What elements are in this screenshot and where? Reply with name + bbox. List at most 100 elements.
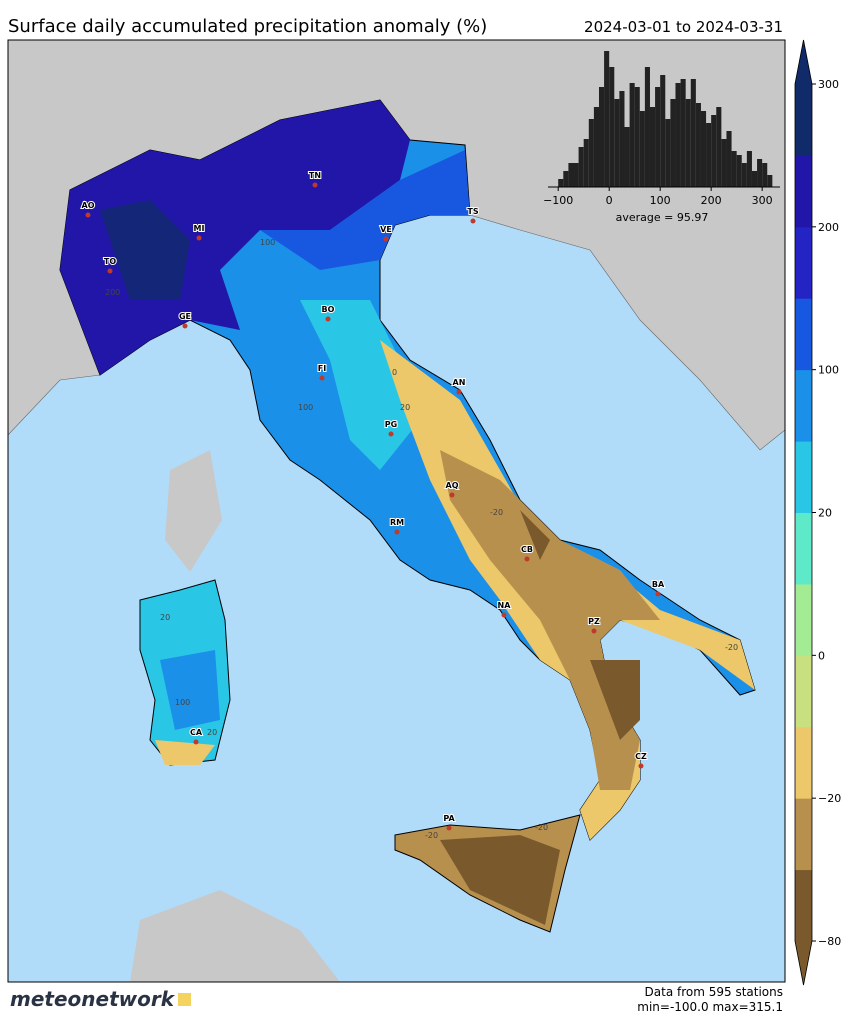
city-label: GE	[179, 312, 191, 321]
sicily-dry	[440, 835, 560, 925]
hist-bar	[670, 99, 676, 187]
hist-bar	[588, 119, 594, 187]
city-label: CB	[521, 545, 533, 554]
hist-bar	[757, 159, 763, 187]
hist-bar	[700, 111, 707, 187]
colorbar: −80 −20 0 20 100 200 300	[794, 39, 841, 986]
hist-bar	[649, 107, 656, 187]
hist-tick-label: 300	[752, 194, 773, 207]
hist-bar	[665, 119, 671, 187]
contour-label: 20	[207, 728, 217, 737]
contour-label: 100	[260, 238, 275, 247]
hist-bar	[568, 163, 574, 187]
city-dot	[107, 268, 113, 274]
colorbar-tick-label: 200	[818, 221, 839, 234]
hist-bar	[746, 151, 752, 187]
hist-bar	[711, 115, 717, 187]
city-dot	[85, 212, 91, 218]
colorbar-segment	[795, 798, 812, 871]
zone-center	[300, 300, 420, 470]
hist-tick-label: 0	[606, 194, 613, 207]
colorbar-tick-label: 300	[818, 78, 839, 91]
colorbar-top	[795, 40, 812, 84]
city-dot	[319, 375, 325, 381]
hist-bar	[598, 87, 605, 187]
min-max: min=-100.0 max=315.1	[637, 1000, 783, 1014]
hist-bar	[609, 67, 615, 187]
contour-label: 20	[400, 403, 410, 412]
city-label: RM	[390, 518, 404, 527]
city-dot	[638, 763, 644, 769]
hist-bar	[583, 139, 589, 187]
colorbar-segment	[795, 84, 812, 156]
hist-bar	[578, 147, 584, 187]
hist-bar	[685, 99, 691, 187]
colorbar-tick-label: 20	[818, 507, 832, 520]
hist-bar	[573, 163, 579, 187]
city-dot	[446, 825, 452, 831]
hist-bar	[726, 131, 732, 187]
colorbar-segment	[795, 512, 812, 585]
city-label: AO	[82, 201, 95, 210]
city-dot	[312, 182, 318, 188]
colorbar-bottom	[795, 941, 812, 985]
hist-bar	[741, 163, 747, 187]
stations: Data from 595 stations	[645, 985, 783, 999]
contour-label: 100	[175, 698, 190, 707]
hist-bar	[716, 107, 722, 187]
hist-bar	[619, 91, 625, 187]
city-label: NA	[498, 601, 512, 610]
contour-label: -20	[725, 643, 738, 652]
hist-average: average = 95.97	[616, 211, 709, 224]
contour-label: -20	[425, 831, 438, 840]
colorbar-tick-label: 100	[818, 364, 839, 377]
city-dot	[456, 389, 462, 395]
hist-bar	[604, 51, 610, 187]
zone-peak	[100, 200, 190, 300]
city-dot	[383, 236, 389, 242]
city-label: CA	[190, 728, 203, 737]
hist-bar	[675, 83, 681, 187]
hist-bar	[639, 111, 645, 187]
hist-bar	[629, 83, 635, 187]
contour-labels: 100 100 200 20 20 -20 -20 0 -20 -20 20 100	[105, 238, 738, 840]
corsica	[165, 450, 222, 572]
hist-bar	[655, 87, 661, 187]
city-dot	[193, 739, 199, 745]
logo: meteonetwork	[10, 987, 176, 1011]
logo-square	[178, 993, 191, 1006]
city-label: VE	[380, 225, 392, 234]
colorbar-segment	[795, 441, 812, 513]
hist-bar	[736, 155, 742, 187]
city-label: MI	[194, 224, 205, 233]
hist-bar	[614, 99, 620, 187]
hist-bar	[634, 87, 640, 187]
colorbar-segment	[795, 298, 812, 371]
colorbar-segment	[795, 155, 812, 228]
hist-bar	[731, 151, 737, 187]
title: Surface daily accumulated precipitation …	[8, 16, 487, 37]
sardinia-wet	[160, 650, 220, 730]
zone-south-dry	[440, 450, 660, 790]
land-africa	[130, 890, 340, 982]
city-label: PA	[443, 814, 455, 823]
hist-bar	[751, 171, 758, 187]
city-label: PG	[385, 420, 397, 429]
city-label: AQ	[446, 481, 459, 490]
map-frame	[7, 39, 786, 983]
hist-bar	[762, 163, 768, 187]
hist-bar	[721, 139, 727, 187]
city-dot	[591, 628, 597, 634]
city-dot	[388, 431, 394, 437]
hist-bar	[660, 75, 666, 187]
hist-bar	[558, 179, 564, 187]
city-label: AN	[453, 378, 466, 387]
city-dot	[524, 556, 530, 562]
city-dot	[449, 492, 455, 498]
contour-label: 100	[298, 403, 313, 412]
hist-tick-label: 200	[701, 194, 722, 207]
histogram: −100 0 100 200 300 average = 95.97	[543, 51, 780, 224]
city-label: CZ	[635, 752, 647, 761]
